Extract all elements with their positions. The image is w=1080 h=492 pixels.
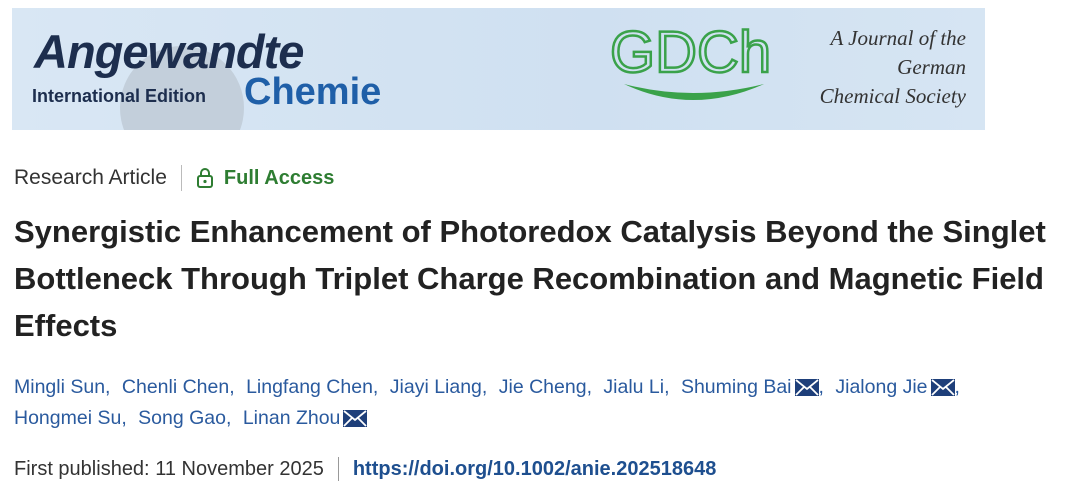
separator: , (105, 376, 111, 398)
journal-banner[interactable]: Angewandte International Edition Chemie … (12, 8, 985, 130)
published-date: 11 November 2025 (155, 457, 324, 480)
separator: , (372, 376, 379, 398)
author-name[interactable]: Chenli Chen (121, 376, 230, 398)
author-name[interactable]: Jialu Li (603, 376, 665, 398)
author: Mingli Sun, (14, 376, 116, 398)
separator: , (481, 376, 488, 398)
logo-sub: Chemie (244, 71, 381, 113)
logo-edition: International Edition (32, 86, 206, 106)
publication-info: First published: 11 November 2025 https:… (14, 457, 716, 481)
access-label: Full Access (223, 166, 335, 189)
author-name[interactable]: Lingfang Chen (246, 376, 373, 398)
article-title: Synergistic Enhancement of Photoredox Ca… (14, 214, 1046, 343)
author: Chenli Chen, (122, 376, 241, 398)
author: Jialu Li, (603, 376, 675, 398)
author-name[interactable]: Song Gao (138, 407, 226, 429)
author: Shuming Bai, (681, 376, 830, 398)
author: Jie Cheng, (499, 376, 598, 398)
article-type: Research Article (14, 166, 167, 189)
society-arc (624, 84, 764, 100)
separator: , (954, 376, 960, 398)
separator: , (121, 407, 127, 429)
author: Lingfang Chen, (246, 376, 384, 398)
author: Jiayi Liang, (390, 376, 494, 398)
banner-art: Angewandte International Edition Chemie … (32, 19, 967, 130)
email-icon[interactable] (930, 379, 955, 396)
society-line: A Journal of the (828, 26, 966, 50)
published-label: First published: (14, 457, 150, 480)
article-meta: Research Article Full Access (14, 164, 334, 192)
author-name[interactable]: Linan Zhou (242, 407, 341, 429)
author-name[interactable]: Jie Cheng (498, 376, 587, 398)
separator: , (225, 407, 232, 429)
author-list: Mingli Sun, Chenli Chen, Lingfang Chen, … (14, 372, 1054, 434)
logo-main: Angewandte (33, 25, 303, 78)
author-name[interactable]: Shuming Bai (680, 376, 792, 398)
separator: , (664, 376, 670, 398)
society-logo: GDCh (610, 20, 771, 85)
email-icon[interactable] (343, 410, 368, 427)
author-name[interactable]: Hongmei Su (14, 407, 122, 429)
author: Jialong Jie, (835, 376, 966, 398)
author-name[interactable]: Jiayi Liang (389, 376, 482, 398)
author-name[interactable]: Jialong Jie (835, 376, 928, 398)
logo-circle (120, 46, 244, 130)
doi-link[interactable]: https://doi.org/10.1002/anie.202518648 (352, 457, 717, 480)
author: Linan Zhou (243, 407, 368, 429)
author-name[interactable]: Mingli Sun (14, 376, 106, 398)
society-line: Chemical Society (820, 84, 967, 108)
divider (180, 165, 182, 191)
lock-icon (196, 168, 213, 188)
access-badge: Full Access (196, 167, 334, 190)
author: Hongmei Su, (14, 407, 133, 429)
author: Song Gao, (138, 407, 237, 429)
divider (337, 457, 339, 481)
separator: , (229, 376, 235, 398)
separator: , (586, 376, 592, 398)
email-icon[interactable] (794, 379, 819, 396)
separator: , (818, 376, 824, 398)
society-line: German (897, 55, 966, 79)
